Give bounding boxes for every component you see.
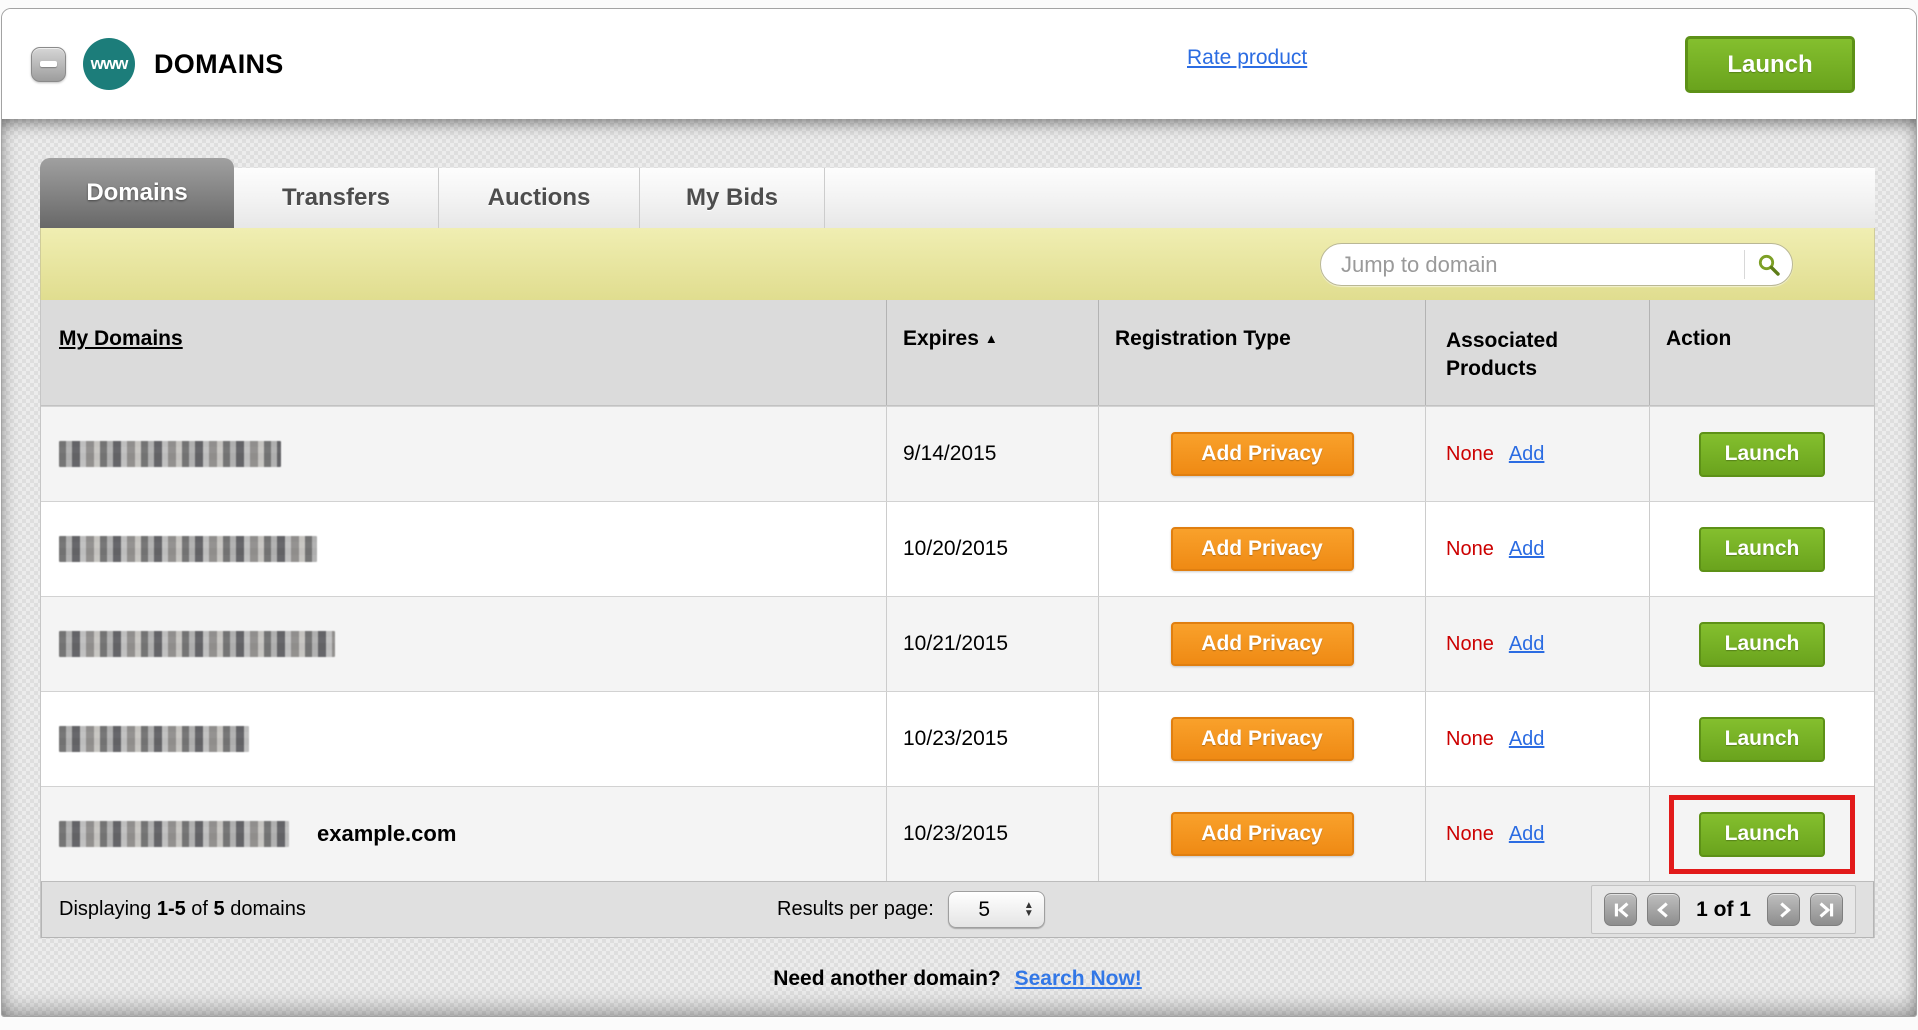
app-header: www DOMAINS Rate product Launch xyxy=(2,9,1916,119)
launch-button-row-highlighted[interactable]: Launch xyxy=(1699,811,1825,857)
next-page-button[interactable] xyxy=(1767,893,1800,926)
column-header-my-domains[interactable]: My Domains xyxy=(59,327,183,350)
jump-to-domain-box xyxy=(1320,243,1793,286)
redacted-domain-name xyxy=(59,821,289,847)
domains-table: My Domains Expires ▲ Registration Type As… xyxy=(40,300,1875,938)
table-row: 9/14/2015 Add Privacy None Add Launch xyxy=(41,406,1874,501)
add-product-link[interactable]: Add xyxy=(1508,632,1545,655)
column-header-registration-type: Registration Type xyxy=(1098,300,1425,405)
results-per-page-value: 5 xyxy=(978,897,991,921)
associated-products-value: None xyxy=(1446,822,1494,845)
launch-button-header[interactable]: Launch xyxy=(1685,36,1855,93)
domain-toolbar xyxy=(40,228,1875,300)
up-down-arrows-icon: ▲ ▼ xyxy=(1023,899,1034,919)
domain-annotation: example.com xyxy=(317,821,457,846)
triangle-up-icon: ▲ xyxy=(984,331,998,346)
expires-date: 10/23/2015 xyxy=(903,727,1009,750)
associated-products-value: None xyxy=(1446,632,1494,655)
next-page-icon xyxy=(1779,901,1791,918)
tab-domains[interactable]: Domains xyxy=(40,158,234,228)
table-row: 10/23/2015 Add Privacy None Add Launch xyxy=(41,691,1874,786)
redacted-domain-name xyxy=(59,726,249,752)
first-page-button[interactable] xyxy=(1604,893,1638,926)
workspace-background: Domains Transfers Auctions My Bids xyxy=(2,119,1916,1016)
add-product-link[interactable]: Add xyxy=(1508,822,1545,845)
add-privacy-button[interactable]: Add Privacy xyxy=(1170,812,1354,856)
expires-date: 10/20/2015 xyxy=(903,537,1009,560)
first-page-icon xyxy=(1614,901,1629,918)
domains-app-window: www DOMAINS Rate product Launch Domains … xyxy=(1,8,1917,1017)
expires-date: 9/14/2015 xyxy=(903,442,997,465)
results-per-page: Results per page: 5 ▲ ▼ xyxy=(777,891,1045,928)
launch-button-row[interactable]: Launch xyxy=(1699,526,1825,572)
jump-to-domain-input[interactable] xyxy=(1321,244,1744,285)
need-domain-text: Need another domain? xyxy=(773,967,1001,990)
previous-page-button[interactable] xyxy=(1647,893,1681,926)
highlight-rectangle: Launch xyxy=(1669,794,1855,874)
launch-button-row[interactable]: Launch xyxy=(1699,621,1825,667)
table-row-example: example.com 10/23/2015 Add Privacy None A… xyxy=(41,786,1874,881)
table-footer: Displaying 1-5 of 5 domains Results per … xyxy=(41,881,1874,938)
column-header-associated-products: Associated Products xyxy=(1425,300,1649,405)
associated-products-value: None xyxy=(1446,442,1494,465)
add-privacy-button[interactable]: Add Privacy xyxy=(1170,432,1354,476)
expires-date: 10/23/2015 xyxy=(903,822,1009,845)
expires-date: 10/21/2015 xyxy=(903,632,1009,655)
add-privacy-button[interactable]: Add Privacy xyxy=(1170,717,1354,761)
launch-button-row[interactable]: Launch xyxy=(1699,716,1825,762)
search-button[interactable] xyxy=(1744,250,1792,279)
page-status: 1 of 1 xyxy=(1696,897,1751,921)
minus-icon xyxy=(40,61,57,67)
tab-auctions[interactable]: Auctions xyxy=(439,168,640,228)
associated-products-value: None xyxy=(1446,537,1494,560)
add-privacy-button[interactable]: Add Privacy xyxy=(1170,622,1354,666)
table-header-row: My Domains Expires ▲ Registration Type As… xyxy=(41,300,1874,406)
results-per-page-select[interactable]: 5 ▲ ▼ xyxy=(947,891,1045,928)
tab-bar: Domains Transfers Auctions My Bids xyxy=(40,158,1875,228)
page-title: DOMAINS xyxy=(154,48,284,79)
magnifier-icon xyxy=(1758,254,1780,276)
www-globe-icon: www xyxy=(83,38,135,90)
column-header-action: Action xyxy=(1649,300,1874,405)
redacted-domain-name xyxy=(59,536,317,562)
pagination-controls: 1 of 1 xyxy=(1591,885,1856,934)
search-now-link[interactable]: Search Now! xyxy=(1014,967,1142,990)
previous-page-icon xyxy=(1656,901,1668,918)
add-privacy-button[interactable]: Add Privacy xyxy=(1170,527,1354,571)
last-page-button[interactable] xyxy=(1810,893,1843,926)
associated-products-value: None xyxy=(1446,727,1494,750)
collapse-panel-button[interactable] xyxy=(31,46,66,82)
need-domain-prompt: Need another domain? Search Now! xyxy=(40,967,1875,991)
table-row: 10/20/2015 Add Privacy None Add Launch xyxy=(41,501,1874,596)
redacted-domain-name xyxy=(59,631,335,657)
add-product-link[interactable]: Add xyxy=(1508,537,1545,560)
displaying-status: Displaying 1-5 of 5 domains xyxy=(59,898,306,920)
results-per-page-label: Results per page: xyxy=(777,898,934,920)
tab-bar-filler xyxy=(825,168,1875,228)
add-product-link[interactable]: Add xyxy=(1508,727,1545,750)
redacted-domain-name xyxy=(59,441,281,467)
launch-button-row[interactable]: Launch xyxy=(1699,431,1825,477)
table-row: 10/21/2015 Add Privacy None Add Launch xyxy=(41,596,1874,691)
tab-transfers[interactable]: Transfers xyxy=(234,168,439,228)
rate-product-link[interactable]: Rate product xyxy=(1187,46,1308,69)
tab-my-bids[interactable]: My Bids xyxy=(640,168,825,228)
last-page-icon xyxy=(1819,901,1833,918)
column-header-expires[interactable]: Expires ▲ xyxy=(886,300,1098,405)
add-product-link[interactable]: Add xyxy=(1508,442,1545,465)
